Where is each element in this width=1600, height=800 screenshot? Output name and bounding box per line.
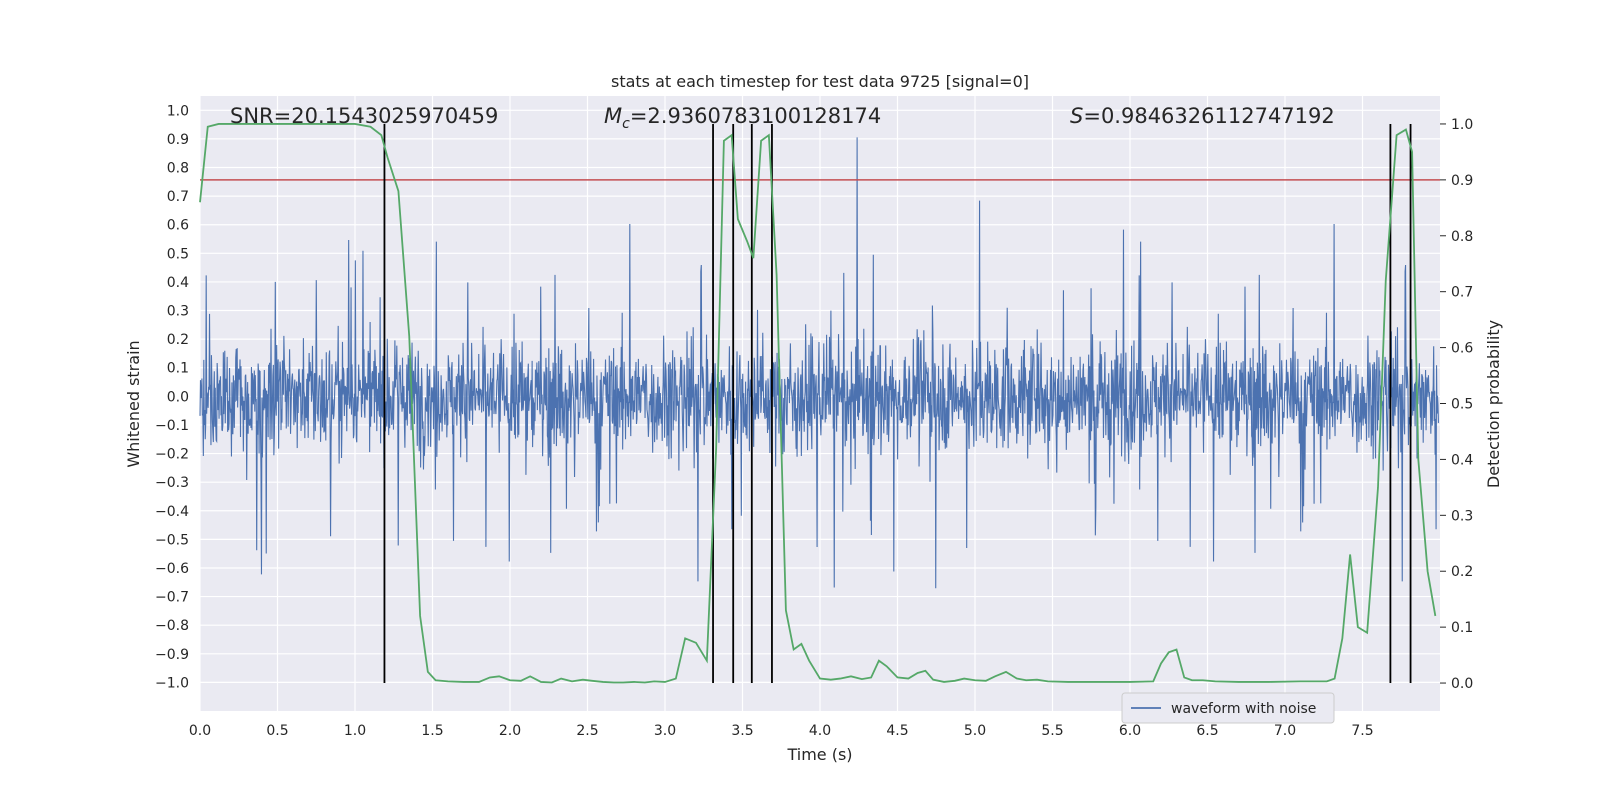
- y-right-tick-label: 0.1: [1451, 620, 1473, 636]
- x-tick-label: 1.5: [421, 723, 443, 739]
- y-right-tick-label: 0.4: [1451, 452, 1473, 468]
- y-tick-label: −1.0: [155, 675, 189, 691]
- y-tick-label: −0.7: [155, 590, 189, 606]
- x-tick-label: 7.0: [1274, 723, 1296, 739]
- x-tick-label: 4.5: [886, 723, 908, 739]
- probability-line: [199, 123, 1437, 684]
- x-tick-label: 3.5: [731, 723, 753, 739]
- y-tick-label: 0.4: [167, 275, 189, 291]
- y-tick-label: 0.5: [167, 246, 189, 262]
- y-tick-label: −0.5: [155, 532, 189, 548]
- x-tick-label: 5.5: [1041, 723, 1063, 739]
- x-tick-label: 0.5: [266, 723, 288, 739]
- y-right-axis-label: Detection probability: [1484, 320, 1503, 488]
- waveform-line: [199, 137, 1439, 589]
- y-tick-label: −0.9: [155, 647, 189, 663]
- y-right-tick-label: 0.0: [1451, 676, 1473, 692]
- y-tick-label: −0.2: [155, 447, 189, 463]
- spin-symbol: S: [1070, 104, 1083, 128]
- y-tick-label: 0.1: [167, 361, 189, 377]
- x-tick-label: 5.0: [964, 723, 986, 739]
- x-tick-label: 3.0: [654, 723, 676, 739]
- y-right-tick-label: 0.8: [1451, 229, 1473, 245]
- y-right-tick-label: 0.2: [1451, 564, 1473, 580]
- y-axis-label: Whitened strain: [124, 340, 143, 467]
- x-tick-label: 6.5: [1196, 723, 1218, 739]
- y-tick-label: −0.3: [155, 475, 189, 491]
- legend-box: [1121, 692, 1335, 724]
- y-right-tick-labels: 1.0 0.9 0.8 0.7 0.6 0.5 0.4 0.3 0.2 0.1 0.0: [1440, 117, 1473, 692]
- y-tick-label: 0.7: [167, 189, 189, 205]
- y-right-tick-label: 0.6: [1451, 341, 1473, 357]
- snr-annotation: SNR=20.1543025970459: [230, 104, 498, 128]
- y-tick-label: 0.3: [167, 304, 189, 320]
- y-tick-label: 1.0: [167, 103, 189, 119]
- x-tick-label: 2.0: [499, 723, 521, 739]
- y-right-tick-label: 0.7: [1451, 285, 1473, 301]
- waveform-series: [199, 137, 1439, 589]
- spin-annotation: S=0.9846326112747192: [1070, 104, 1335, 128]
- y-tick-label: 0.8: [167, 161, 189, 177]
- y-right-tick-label: 0.3: [1451, 508, 1473, 524]
- x-axis-label: Time (s): [786, 745, 852, 764]
- y-tick-labels: 1.0 0.9 0.8 0.7 0.6 0.5 0.4 0.3 0.2 0.1 0.0 −0.1 −0.…: [155, 103, 189, 691]
- y-tick-label: −0.8: [155, 618, 189, 634]
- chirp-mass-value: =2.9360783100128174: [630, 104, 881, 128]
- x-tick-label: 1.0: [344, 723, 366, 739]
- y-tick-label: 0.6: [167, 218, 189, 234]
- chart-title: stats at each timestep for test data 972…: [611, 72, 1029, 91]
- y-tick-label: −0.4: [155, 504, 189, 520]
- chirp-mass-annotation: Mc=2.9360783100128174: [604, 104, 881, 132]
- legend-label-waveform: waveform with noise: [1171, 701, 1316, 717]
- x-tick-labels: 0.0 0.5 1.0 1.5 2.0 2.5 3.0 3.5 4.0 4.5 5.0 5.5 6.0 6…: [189, 723, 1374, 739]
- y-tick-label: −0.1: [155, 418, 189, 434]
- y-tick-label: 0.0: [167, 389, 189, 405]
- x-tick-label: 4.0: [809, 723, 831, 739]
- x-tick-label: 0.0: [189, 723, 211, 739]
- legend: waveform with noise: [1121, 692, 1335, 724]
- x-tick-label: 7.5: [1351, 723, 1373, 739]
- y-tick-label: 0.9: [167, 132, 189, 148]
- y-right-tick-label: 1.0: [1451, 117, 1473, 133]
- y-tick-label: 0.2: [167, 332, 189, 348]
- probability-series: [199, 123, 1437, 684]
- chirp-mass-symbol: M: [604, 104, 622, 128]
- y-right-tick-label: 0.9: [1451, 173, 1473, 189]
- y-tick-label: −0.6: [155, 561, 189, 577]
- chirp-mass-subscript: c: [622, 116, 630, 132]
- y-right-tick-label: 0.5: [1451, 397, 1473, 413]
- x-tick-label: 6.0: [1119, 723, 1141, 739]
- spin-value: =0.9846326112747192: [1083, 104, 1334, 128]
- x-tick-label: 2.5: [576, 723, 598, 739]
